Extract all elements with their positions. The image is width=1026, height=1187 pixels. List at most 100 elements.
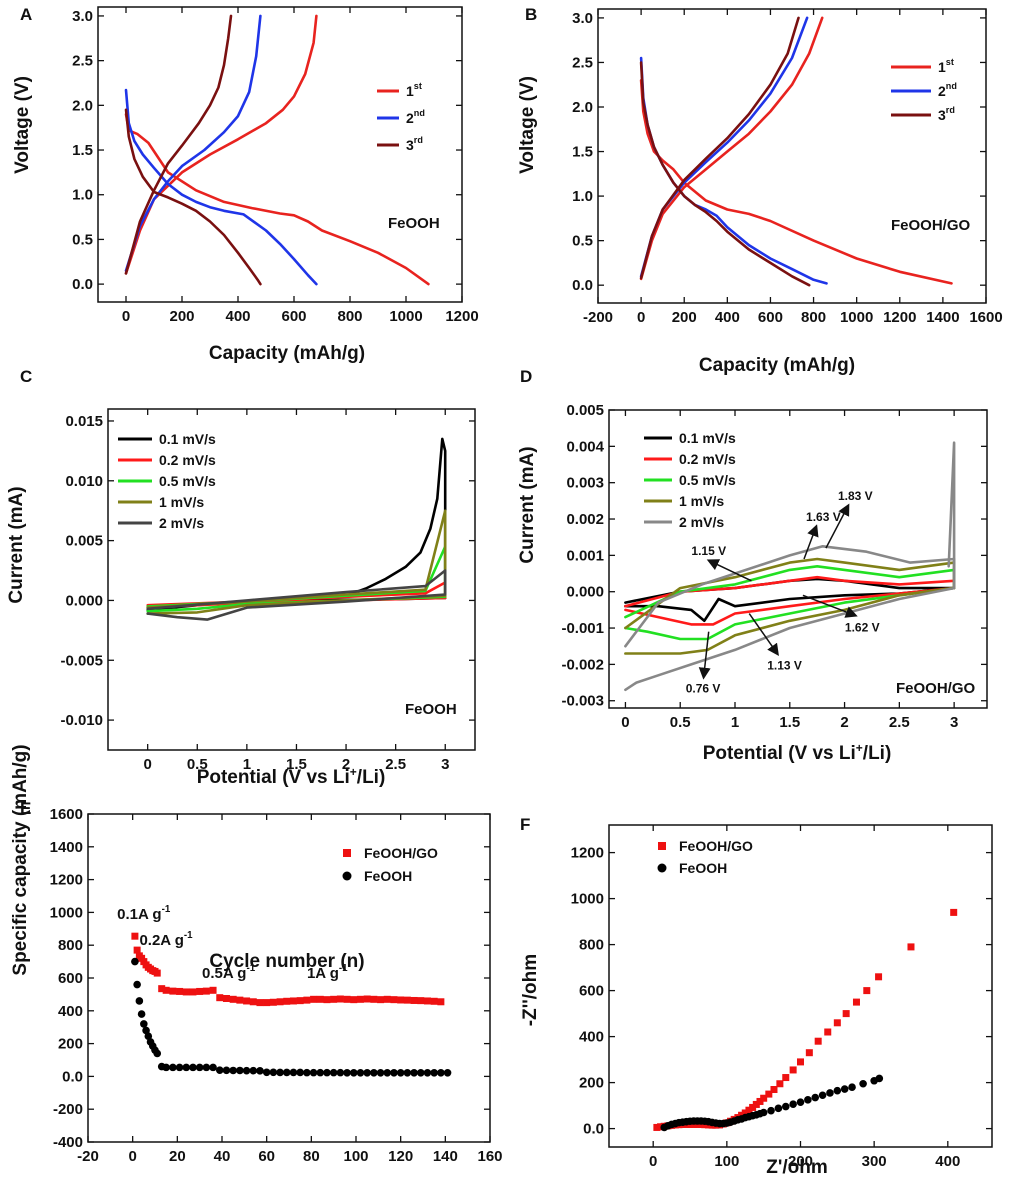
data-point-circle bbox=[437, 1068, 445, 1077]
data-point-square bbox=[782, 1074, 790, 1082]
series-line-2 bbox=[639, 56, 828, 285]
data-point-square bbox=[397, 996, 405, 1004]
data-point-square bbox=[323, 996, 331, 1004]
peak-arrow bbox=[698, 631, 711, 680]
data-point-circle bbox=[303, 1068, 311, 1077]
panel-A: A 0 200 400 600 800 1000 1200 0.0 0.5 1.0 1.5 2.0 2.5… bbox=[12, 5, 479, 364]
data-point-square bbox=[789, 1066, 797, 1074]
rate-label-sup: -1 bbox=[339, 963, 348, 974]
plot-frame bbox=[97, 6, 463, 303]
rate-label-sup: -1 bbox=[246, 963, 255, 974]
data-point-circle bbox=[131, 957, 139, 966]
legend-label-main: 2 bbox=[938, 83, 946, 99]
y-tick-label: 2.5 bbox=[72, 53, 93, 70]
legend-label-sup: nd bbox=[946, 81, 957, 91]
rate-label-main: 1A g bbox=[307, 965, 339, 982]
data-group bbox=[639, 16, 953, 287]
data-point-square bbox=[770, 1086, 778, 1093]
data-point-circle bbox=[215, 1066, 224, 1074]
data-point-circle bbox=[189, 1063, 197, 1072]
x-tick-label: 800 bbox=[801, 309, 826, 326]
x-tick-label: 0 bbox=[637, 309, 645, 326]
data-point-circle bbox=[195, 1063, 204, 1072]
data-point-square bbox=[756, 1097, 764, 1105]
legend-label: FeOOH bbox=[364, 868, 412, 884]
x-tick-label: 200 bbox=[169, 308, 194, 325]
data-point-circle bbox=[416, 1068, 425, 1077]
y-axis-label: -Z''/ohm bbox=[520, 954, 541, 1026]
y-tick-label: 0.0 bbox=[62, 1068, 83, 1085]
x-tick-label: 2 bbox=[342, 756, 350, 773]
x-axis-label: Cycle number (n) bbox=[209, 951, 364, 972]
data-point-square bbox=[437, 998, 445, 1006]
peak-label: 1.62 V bbox=[845, 620, 880, 634]
data-point-square bbox=[158, 985, 166, 993]
data-point-circle bbox=[144, 1032, 153, 1041]
data-point-square bbox=[370, 995, 378, 1003]
legend-label-main: 2 bbox=[406, 110, 414, 126]
data-group bbox=[624, 441, 956, 692]
sample-annotation: FeOOH/GO bbox=[891, 217, 971, 234]
x-axis-label-sup: + bbox=[856, 741, 863, 755]
x-tick-label: 1 bbox=[243, 756, 251, 773]
x-tick-label: 3 bbox=[441, 756, 449, 773]
data-point-circle bbox=[840, 1085, 849, 1093]
y-tick-label: 0.002 bbox=[566, 511, 604, 528]
x-axis-label-main: Potential (V vs Li bbox=[197, 767, 350, 788]
x-tick-label: 0 bbox=[122, 308, 130, 325]
y-tick-label: 1200 bbox=[571, 845, 604, 862]
panel-label: F bbox=[520, 815, 530, 834]
y-tick-label: 600 bbox=[58, 970, 83, 987]
y-tick-label: 3.0 bbox=[72, 8, 93, 25]
data-point-square bbox=[162, 986, 170, 994]
x-tick-label: 1400 bbox=[926, 309, 959, 326]
rate-label-sup: -1 bbox=[184, 930, 193, 941]
data-point-circle bbox=[349, 1068, 358, 1077]
peak-label: 0.76 V bbox=[686, 682, 721, 696]
data-group bbox=[146, 437, 447, 621]
data-point-square bbox=[410, 996, 418, 1004]
data-point-circle bbox=[410, 1068, 418, 1077]
legend-label: FeOOH/GO bbox=[679, 838, 753, 854]
data-point-circle bbox=[316, 1068, 325, 1077]
x-tick-label: 1000 bbox=[389, 308, 422, 325]
series-line-1 bbox=[124, 14, 318, 275]
legend-label: 0.5 mV/s bbox=[679, 472, 736, 488]
data-point-square bbox=[229, 995, 237, 1003]
panel-label: D bbox=[520, 367, 532, 386]
x-axis-label-main: Potential (V vs Li bbox=[703, 743, 856, 764]
data-point-circle bbox=[296, 1068, 304, 1077]
x-axis-label: Potential (V vs Li+/Li) bbox=[197, 765, 386, 788]
x-tick-label: 0.5 bbox=[670, 714, 691, 731]
data-group bbox=[124, 14, 430, 286]
x-tick-label: 200 bbox=[672, 309, 697, 326]
y-tick-label: 1400 bbox=[50, 839, 83, 856]
x-tick-label: 160 bbox=[477, 1148, 502, 1165]
rate-label-main: 0.1A g bbox=[117, 906, 161, 923]
y-tick-label: 1000 bbox=[571, 891, 604, 908]
data-point-circle bbox=[209, 1063, 217, 1072]
data-point-square bbox=[296, 997, 304, 1005]
rate-label-sup: -1 bbox=[162, 904, 171, 915]
data-point-square bbox=[131, 932, 139, 940]
y-tick-label: 0.0 bbox=[72, 276, 93, 293]
rate-label-main: 0.5A g bbox=[202, 965, 246, 982]
data-point-square bbox=[269, 998, 277, 1006]
legend-label: 2nd bbox=[406, 108, 425, 126]
data-point-circle bbox=[142, 1026, 150, 1035]
y-tick-label: 1.5 bbox=[72, 142, 93, 159]
x-tick-label: 200 bbox=[788, 1153, 813, 1170]
peak-label: 1.83 V bbox=[838, 489, 873, 503]
x-tick-label: 100 bbox=[343, 1148, 368, 1165]
x-tick-label: 60 bbox=[258, 1148, 275, 1165]
x-tick-label: 0 bbox=[649, 1153, 657, 1170]
legend-marker-circle bbox=[342, 871, 352, 881]
peak-arrow bbox=[825, 503, 850, 549]
data-point-circle bbox=[276, 1068, 284, 1077]
data-point-circle bbox=[153, 1049, 162, 1058]
sample-annotation: FeOOH bbox=[405, 701, 457, 718]
legend-label-main: 3 bbox=[938, 107, 946, 123]
series-line-2 bbox=[124, 88, 318, 286]
data-point-circle bbox=[818, 1091, 827, 1100]
